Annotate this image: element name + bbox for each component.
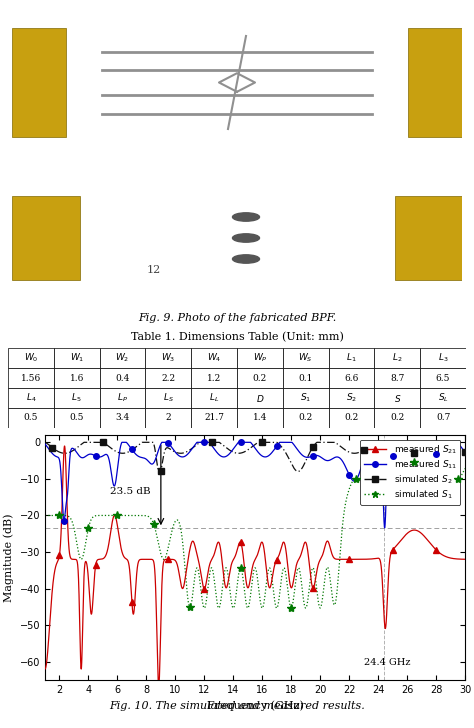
Bar [237,368,283,388]
Text: $L_5$: $L_5$ [72,392,82,404]
Text: $S$: $S$ [393,392,401,403]
Text: $W_0$: $W_0$ [24,352,38,364]
Legend: measured $S_{21}$, measured $S_{11}$, simulated $S_2$, simulated $S_1$: measured $S_{21}$, measured $S_{11}$, si… [360,440,460,505]
Text: $L_P$: $L_P$ [117,392,128,404]
Bar [328,408,374,428]
Bar [408,28,462,137]
Text: 0.2: 0.2 [390,414,404,422]
Text: 23.5 dB: 23.5 dB [110,487,151,496]
Bar [283,368,328,388]
Bar [374,388,420,408]
Bar [54,388,100,408]
Bar [12,28,66,137]
Bar [237,348,283,368]
Text: 2.2: 2.2 [161,373,175,382]
Bar [191,408,237,428]
Bar [237,388,283,408]
Text: 2: 2 [165,414,171,422]
Bar [146,348,191,368]
Text: Fig. 9. Photo of the fabricated BPF.: Fig. 9. Photo of the fabricated BPF. [138,313,336,323]
Bar [420,388,466,408]
Text: 0.2: 0.2 [299,414,313,422]
Text: 6.6: 6.6 [344,373,359,382]
Text: $L_S$: $L_S$ [163,392,174,404]
Bar [374,368,420,388]
Text: 6.5: 6.5 [436,373,450,382]
Text: $L_3$: $L_3$ [438,352,448,364]
Bar [394,196,462,280]
Text: 24.4 GHz: 24.4 GHz [364,658,410,668]
Text: 0.4: 0.4 [115,373,130,382]
Bar [8,368,54,388]
Text: $W_S$: $W_S$ [298,352,313,364]
Bar [8,388,54,408]
Bar [54,348,100,368]
Text: 0.5: 0.5 [70,414,84,422]
Text: $L_4$: $L_4$ [26,392,36,404]
Y-axis label: Magnitude (dB): Magnitude (dB) [3,513,14,602]
Text: $S_2$: $S_2$ [346,392,357,404]
Bar [100,348,146,368]
Bar [146,388,191,408]
Bar [328,348,374,368]
Bar [54,408,100,428]
Text: 1.4: 1.4 [253,414,267,422]
Circle shape [233,234,259,242]
Text: 0.2: 0.2 [253,373,267,382]
Bar [146,408,191,428]
Text: $W_1$: $W_1$ [70,352,84,364]
Bar [283,388,328,408]
Bar [100,368,146,388]
Bar [100,408,146,428]
X-axis label: Frequency (GHz): Frequency (GHz) [207,700,303,711]
Text: 1.56: 1.56 [21,373,41,382]
Bar [191,368,237,388]
Bar [100,388,146,408]
Bar [374,348,420,368]
Circle shape [233,213,259,221]
Text: $W_3$: $W_3$ [161,352,175,364]
Text: $D$: $D$ [255,392,264,403]
Text: 12: 12 [147,265,161,275]
Bar [420,368,466,388]
Text: 0.7: 0.7 [436,414,450,422]
Bar [328,368,374,388]
Text: 0.1: 0.1 [299,373,313,382]
Text: 8.7: 8.7 [390,373,404,382]
Text: $S_1$: $S_1$ [300,392,311,404]
Bar [8,348,54,368]
Bar [328,388,374,408]
Text: $S_L$: $S_L$ [438,392,448,404]
Text: 0.2: 0.2 [345,414,359,422]
Text: 1.6: 1.6 [70,373,84,382]
Text: 3.4: 3.4 [115,414,129,422]
Bar [12,196,80,280]
Bar [420,348,466,368]
Text: 0.5: 0.5 [24,414,38,422]
Bar [191,348,237,368]
Bar [146,368,191,388]
Text: $W_P$: $W_P$ [253,352,267,364]
Bar [8,408,54,428]
Bar [374,408,420,428]
Bar [191,388,237,408]
Text: $W_2$: $W_2$ [115,352,130,364]
Text: Fig. 10. The simulated and measured results.: Fig. 10. The simulated and measured resu… [109,701,365,711]
Bar [420,408,466,428]
Text: $L_L$: $L_L$ [209,392,219,404]
Text: 21.7: 21.7 [204,414,224,422]
Bar [283,348,328,368]
Text: Table 1. Dimensions Table (Unit: mm): Table 1. Dimensions Table (Unit: mm) [130,332,344,342]
Circle shape [233,255,259,264]
Text: 1.2: 1.2 [207,373,221,382]
Bar [54,368,100,388]
Text: $L_1$: $L_1$ [346,352,357,364]
Text: $L_2$: $L_2$ [392,352,402,364]
Bar [237,408,283,428]
Bar [283,408,328,428]
Text: $W_4$: $W_4$ [207,352,221,364]
